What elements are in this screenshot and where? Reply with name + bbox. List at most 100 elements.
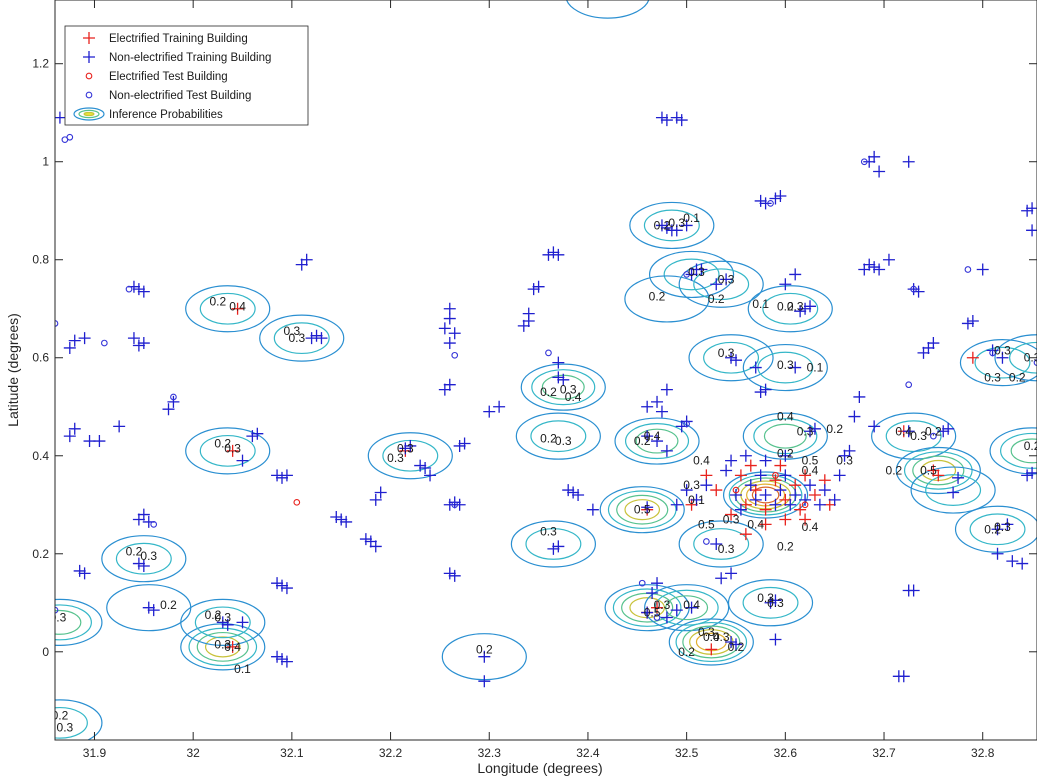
data-point-plus: [547, 246, 560, 259]
contour-level-label: 0.2: [1009, 370, 1026, 384]
data-point-plus: [660, 221, 673, 234]
probability-contour: [624, 423, 690, 460]
contour-level-label: 0.3: [718, 346, 735, 360]
probability-contour: [742, 343, 828, 392]
contour-level-label: 0.2: [886, 463, 903, 477]
data-point-plus: [759, 197, 772, 210]
probability-contour: [624, 275, 710, 323]
probability-contour: [903, 451, 973, 490]
data-point-plus: [113, 420, 126, 433]
data-point-plus: [710, 537, 723, 550]
data-point-plus: [660, 383, 673, 396]
probability-contour: [871, 412, 957, 460]
probability-contour: [199, 292, 256, 325]
data-point-plus: [690, 493, 703, 506]
contour-level-label: 0.2: [1024, 439, 1037, 453]
probability-contour: [959, 339, 1037, 387]
data-point-plus: [517, 319, 530, 332]
data-point-plus: [162, 403, 175, 416]
contour-level-label: 0.3: [140, 549, 157, 563]
probability-contour: [185, 427, 271, 475]
data-point-plus: [932, 469, 945, 482]
x-tick-label: 32.4: [576, 746, 600, 760]
data-point-plus: [917, 346, 930, 359]
contour-level-label: 0.1: [807, 361, 824, 375]
axes: 31.9 32 32.1 32.2 32.3 32.4 32.5 32.6 32.7 32.8 0 0…: [32, 0, 1037, 760]
probability-contour: [1010, 438, 1037, 464]
data-point-plus: [280, 655, 293, 668]
data-point-plus: [493, 400, 506, 413]
data-point-plus: [734, 469, 747, 482]
data-point-plus: [927, 464, 940, 477]
contour-level-label: 0.2: [777, 299, 794, 313]
data-point-plus: [833, 469, 846, 482]
data-point-plus: [853, 390, 866, 403]
data-point-plus: [552, 248, 565, 261]
probability-contour: [688, 334, 774, 382]
probability-contour: [644, 584, 730, 632]
data-point-plus: [478, 675, 491, 688]
data-point-plus: [226, 444, 239, 457]
probability-contour: [648, 250, 735, 299]
data-point-plus: [295, 258, 308, 271]
data-point-plus: [729, 638, 742, 651]
data-point-plus: [147, 604, 160, 617]
contour-level-label: 0.4: [747, 517, 764, 531]
data-point-plus: [458, 437, 471, 450]
contour-level-label: 0.5: [802, 454, 819, 468]
data-point-plus: [789, 361, 802, 374]
legend-marker-contour: [78, 109, 100, 119]
probability-contour: [273, 322, 330, 355]
contour-level-label: 0.2: [476, 642, 493, 656]
legend-entry-label: Electrified Test Building: [109, 71, 228, 83]
y-tick-label: 0.8: [32, 253, 49, 267]
data-point-plus: [63, 430, 76, 443]
data-point-plus: [567, 486, 580, 499]
legend-marker-plus: [83, 51, 95, 63]
y-tick-label: 1.2: [32, 57, 49, 71]
data-point-circle: [905, 381, 913, 389]
contour-level-label: 0.4: [224, 640, 241, 654]
data-point-plus: [68, 422, 81, 435]
contour-level-label: 0.2: [984, 522, 1001, 536]
data-point-plus: [142, 601, 155, 614]
data-point-plus: [1026, 224, 1037, 237]
probability-contour: [616, 494, 669, 525]
contour-level-label: 0.3: [994, 520, 1011, 534]
data-point-plus: [300, 253, 313, 266]
probability-contour: [525, 528, 582, 560]
data-point-plus: [804, 300, 817, 313]
data-point-plus: [552, 371, 565, 384]
data-point-plus: [1026, 466, 1037, 479]
data-point-circle: [964, 266, 972, 273]
x-tick-label: 32.7: [872, 746, 896, 760]
contour-level-label: 0.2: [52, 708, 69, 722]
data-point-plus: [438, 322, 451, 335]
data-point-circle: [451, 501, 459, 509]
data-point-plus: [725, 567, 738, 580]
data-point-plus: [799, 513, 812, 526]
probability-contour: [668, 618, 754, 666]
data-point-plus: [655, 111, 668, 124]
data-point-plus: [251, 427, 264, 440]
data-point-plus: [646, 586, 659, 599]
probability-contour: [180, 598, 266, 646]
probability-contour: [763, 423, 807, 449]
data-point-plus: [942, 422, 955, 435]
legend-entry-label: Electrified Training Building: [109, 33, 248, 45]
data-point-plus: [902, 155, 915, 168]
points-layer: [55, 111, 1037, 688]
data-point-plus: [586, 503, 599, 516]
data-point-plus: [952, 471, 965, 484]
contour-level-label: 0.2: [777, 539, 794, 553]
probability-contour: [910, 466, 996, 514]
probability-contour: [969, 513, 1026, 546]
legend-marker-contour: [83, 111, 95, 117]
probability-contour: [895, 446, 981, 495]
probability-contour: [762, 292, 819, 325]
legend-entry-label: Inference Probabilities: [109, 109, 223, 121]
contour-level-label: 0.3: [57, 721, 74, 735]
data-point-circle: [767, 200, 774, 207]
y-axis-label: Latitude (degrees): [5, 313, 21, 427]
